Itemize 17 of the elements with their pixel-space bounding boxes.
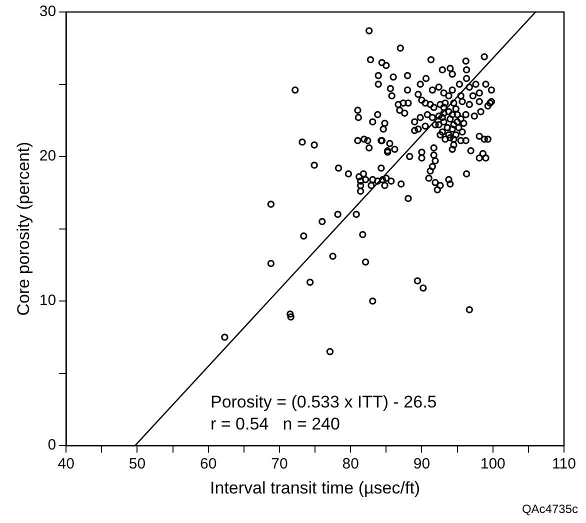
x-tick-label: 90 (413, 456, 430, 473)
y-tick-label: 10 (39, 292, 56, 310)
x-tick-label: 60 (200, 456, 217, 473)
x-tick-label: 70 (271, 456, 288, 473)
x-tick-label: 40 (58, 456, 74, 473)
x-tick-label: 50 (128, 456, 146, 473)
x-tick-label: 110 (552, 456, 576, 473)
annotation: Porosity = (0.533 x ITT) - 26.5 (210, 392, 437, 412)
y-tick-label: 0 (48, 436, 56, 454)
x-axis-title: Interval transit time (µsec/ft) (210, 478, 420, 498)
y-tick-label: 30 (39, 3, 56, 20)
y-tick-label: 20 (39, 148, 56, 165)
y-axis-title: Core porosity (percent) (14, 142, 33, 316)
text: QAc4735c (522, 502, 578, 516)
x-tick-label: 100 (480, 456, 506, 473)
x-tick-label: 80 (342, 456, 359, 473)
annotation: r = 0.54 n = 240 (210, 414, 340, 434)
